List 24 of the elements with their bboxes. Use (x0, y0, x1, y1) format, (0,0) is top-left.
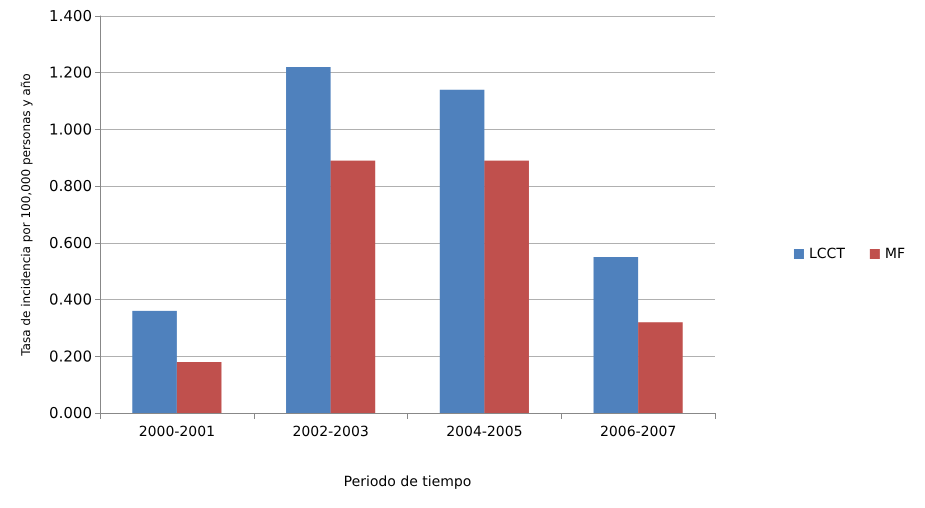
y-tick-label: 0.800 (49, 177, 92, 196)
y-tick-label: 0.200 (49, 347, 92, 366)
y-tick-label: 0.400 (49, 290, 92, 309)
y-tick-label: 1.000 (49, 120, 92, 138)
y-tick-label: 0.000 (49, 404, 92, 422)
x-tick-label: 2006-2007 (600, 424, 676, 440)
bar (176, 362, 222, 413)
y-tick-label: 1.200 (49, 64, 92, 82)
bar (330, 160, 376, 413)
y-tick-label: 1.400 (49, 7, 92, 25)
x-tick-label: 2000-2001 (138, 424, 216, 440)
x-tick-label: 2002-2003 (292, 424, 369, 440)
x-tick-label: 2004-2005 (446, 424, 523, 440)
y-tick-label: 0.600 (49, 234, 92, 252)
bar (484, 160, 529, 413)
bar (594, 257, 638, 413)
bar (132, 310, 177, 413)
legend-label: MF (884, 246, 906, 262)
bar (440, 90, 484, 413)
x-axis-title: Periodo de tiempo (344, 474, 472, 490)
bar (638, 322, 683, 413)
bar (286, 67, 331, 413)
y-axis-title: Tasa de incidencia por 100,000 personas y año (19, 73, 33, 357)
legend-label: LCCT (808, 246, 846, 262)
